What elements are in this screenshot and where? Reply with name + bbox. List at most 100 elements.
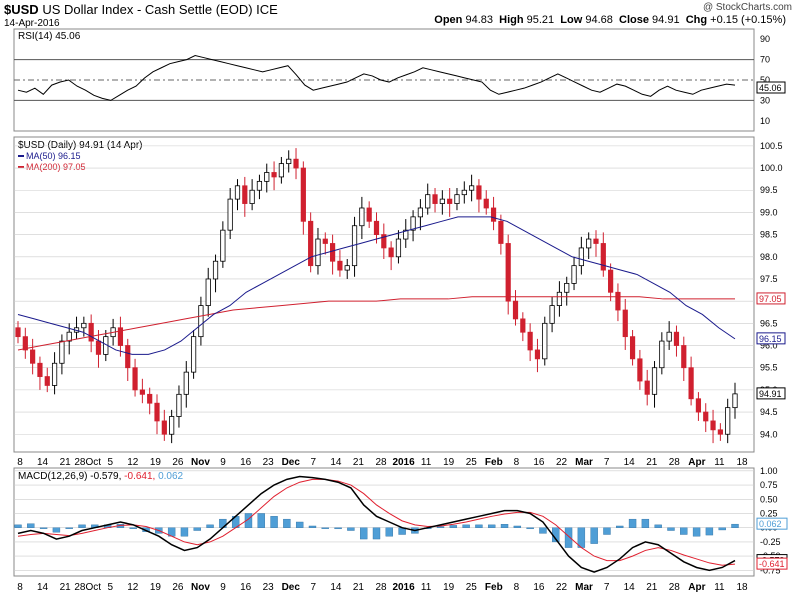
macd-hist-bar	[295, 521, 304, 528]
candle-body	[688, 367, 694, 400]
candle-body	[710, 420, 716, 431]
x-tick-label: 7	[604, 582, 610, 593]
candle-body	[59, 340, 65, 364]
x-tick-label: 22	[556, 582, 568, 593]
macd-signal-line	[17, 478, 736, 566]
candle-body	[666, 331, 672, 342]
macd-tick-label: 0.50	[760, 494, 778, 504]
x-tick-label: 14	[624, 582, 636, 593]
candle-body	[264, 172, 270, 182]
candle-body	[242, 185, 248, 204]
candle-body	[600, 243, 606, 271]
close-value: 94.91	[652, 14, 680, 26]
candle-body	[512, 300, 519, 320]
macd-hist-bar	[539, 527, 547, 534]
candle-body	[542, 322, 548, 360]
candle-body	[483, 198, 489, 209]
x-tick-label: 21	[646, 457, 658, 468]
candle-body	[322, 238, 328, 244]
candle-body	[176, 393, 182, 417]
candle-body	[469, 185, 475, 191]
chart-date: 14-Apr-2016	[4, 18, 60, 29]
rsi-badge-box	[756, 81, 786, 94]
candle-body	[520, 318, 526, 333]
rsi-pane: RSI(14) 45.06 90 70 50 30 10 45.06	[13, 28, 786, 132]
x-tick-label: 9	[220, 582, 226, 593]
candle-body	[534, 349, 541, 360]
x-tick-label: 8	[514, 582, 520, 593]
x-tick-label: 7	[604, 457, 610, 468]
candle-body	[629, 336, 636, 360]
price-tick-label: 97.5	[760, 274, 778, 284]
candle-body	[44, 376, 50, 386]
macd-hist-bar	[52, 527, 61, 533]
macd-hist-bar	[372, 527, 381, 540]
macd-hist-bar	[488, 524, 496, 528]
candle-body	[278, 163, 284, 178]
candle-body	[271, 172, 277, 178]
candle-body	[315, 238, 321, 267]
macd-hist-bar	[65, 527, 73, 529]
x-tick-label: 8	[17, 582, 23, 593]
x-tick-label: 28Oct	[74, 457, 101, 468]
macd-hist-bar	[577, 527, 586, 548]
candle-body	[249, 189, 255, 204]
candle-body	[447, 198, 453, 204]
macd-hist-bar	[180, 527, 189, 537]
candle-body	[256, 180, 263, 191]
rsi-tick-label: 30	[760, 95, 770, 105]
ohlc-readout: Open 94.83 High 95.21 Low 94.68 Close 94…	[434, 14, 786, 26]
candle-body	[410, 216, 416, 231]
candle-body	[439, 198, 445, 204]
macd-tick-label: 0.25	[760, 508, 778, 518]
macd-hist-bar	[334, 527, 342, 530]
instrument-name: US Dollar Index - Cash Settle (EOD)	[42, 2, 253, 17]
candle-body	[293, 158, 299, 169]
rsi-title: RSI(14) 45.06	[18, 31, 81, 42]
candle-body	[161, 420, 167, 435]
x-tick-label: 14	[37, 582, 49, 593]
x-tick-label: 23	[263, 457, 275, 468]
price-tick-label: 99.0	[760, 207, 778, 217]
x-tick-label: 16	[240, 582, 252, 593]
price-frame	[13, 136, 755, 453]
x-tick-label: 7	[311, 582, 317, 593]
x-tick-label: 19	[443, 457, 455, 468]
macd-hist-bar	[27, 523, 35, 528]
macd-tick-label: 0.75	[760, 480, 778, 490]
candle-body	[651, 367, 658, 395]
candle-body	[132, 367, 138, 391]
macd-badge-label: 0.062	[759, 519, 782, 529]
x-tick-label: 21	[353, 457, 365, 468]
candle-body	[51, 362, 58, 386]
x-tick-label: 11	[714, 582, 725, 593]
chg-value: +0.15 (+0.15%)	[710, 14, 786, 26]
candle-body	[169, 416, 175, 435]
x-tick-label: 26	[172, 582, 184, 593]
macd-hist-bar	[564, 527, 573, 548]
candle-body	[717, 429, 723, 435]
candle-body	[117, 327, 124, 346]
x-tick-label: 18	[736, 582, 748, 593]
x-tick-label: 19	[443, 582, 455, 593]
candle-body	[373, 220, 380, 236]
macd-hist-bar	[603, 527, 611, 535]
candle-body	[366, 207, 372, 222]
ma50-series-line	[17, 216, 736, 355]
candle-body	[490, 207, 497, 222]
close-label: Close	[619, 14, 649, 26]
candle-body	[227, 198, 233, 231]
open-label: Open	[434, 14, 463, 26]
x-tick-label: 14	[330, 582, 342, 593]
candle-body	[330, 243, 336, 262]
candle-body	[66, 331, 72, 342]
macd-hist-bar	[270, 516, 278, 528]
price-title: $USD (Daily) 94.91 (14 Apr)	[18, 140, 143, 151]
x-tick-label: 16	[533, 582, 545, 593]
macd-hist-text: 0.062	[158, 471, 183, 482]
candle-body	[359, 207, 365, 227]
x-tick-label: Dec	[282, 582, 301, 593]
x-tick-label: 23	[263, 582, 275, 593]
rsi-badge: 45.06	[759, 83, 782, 93]
